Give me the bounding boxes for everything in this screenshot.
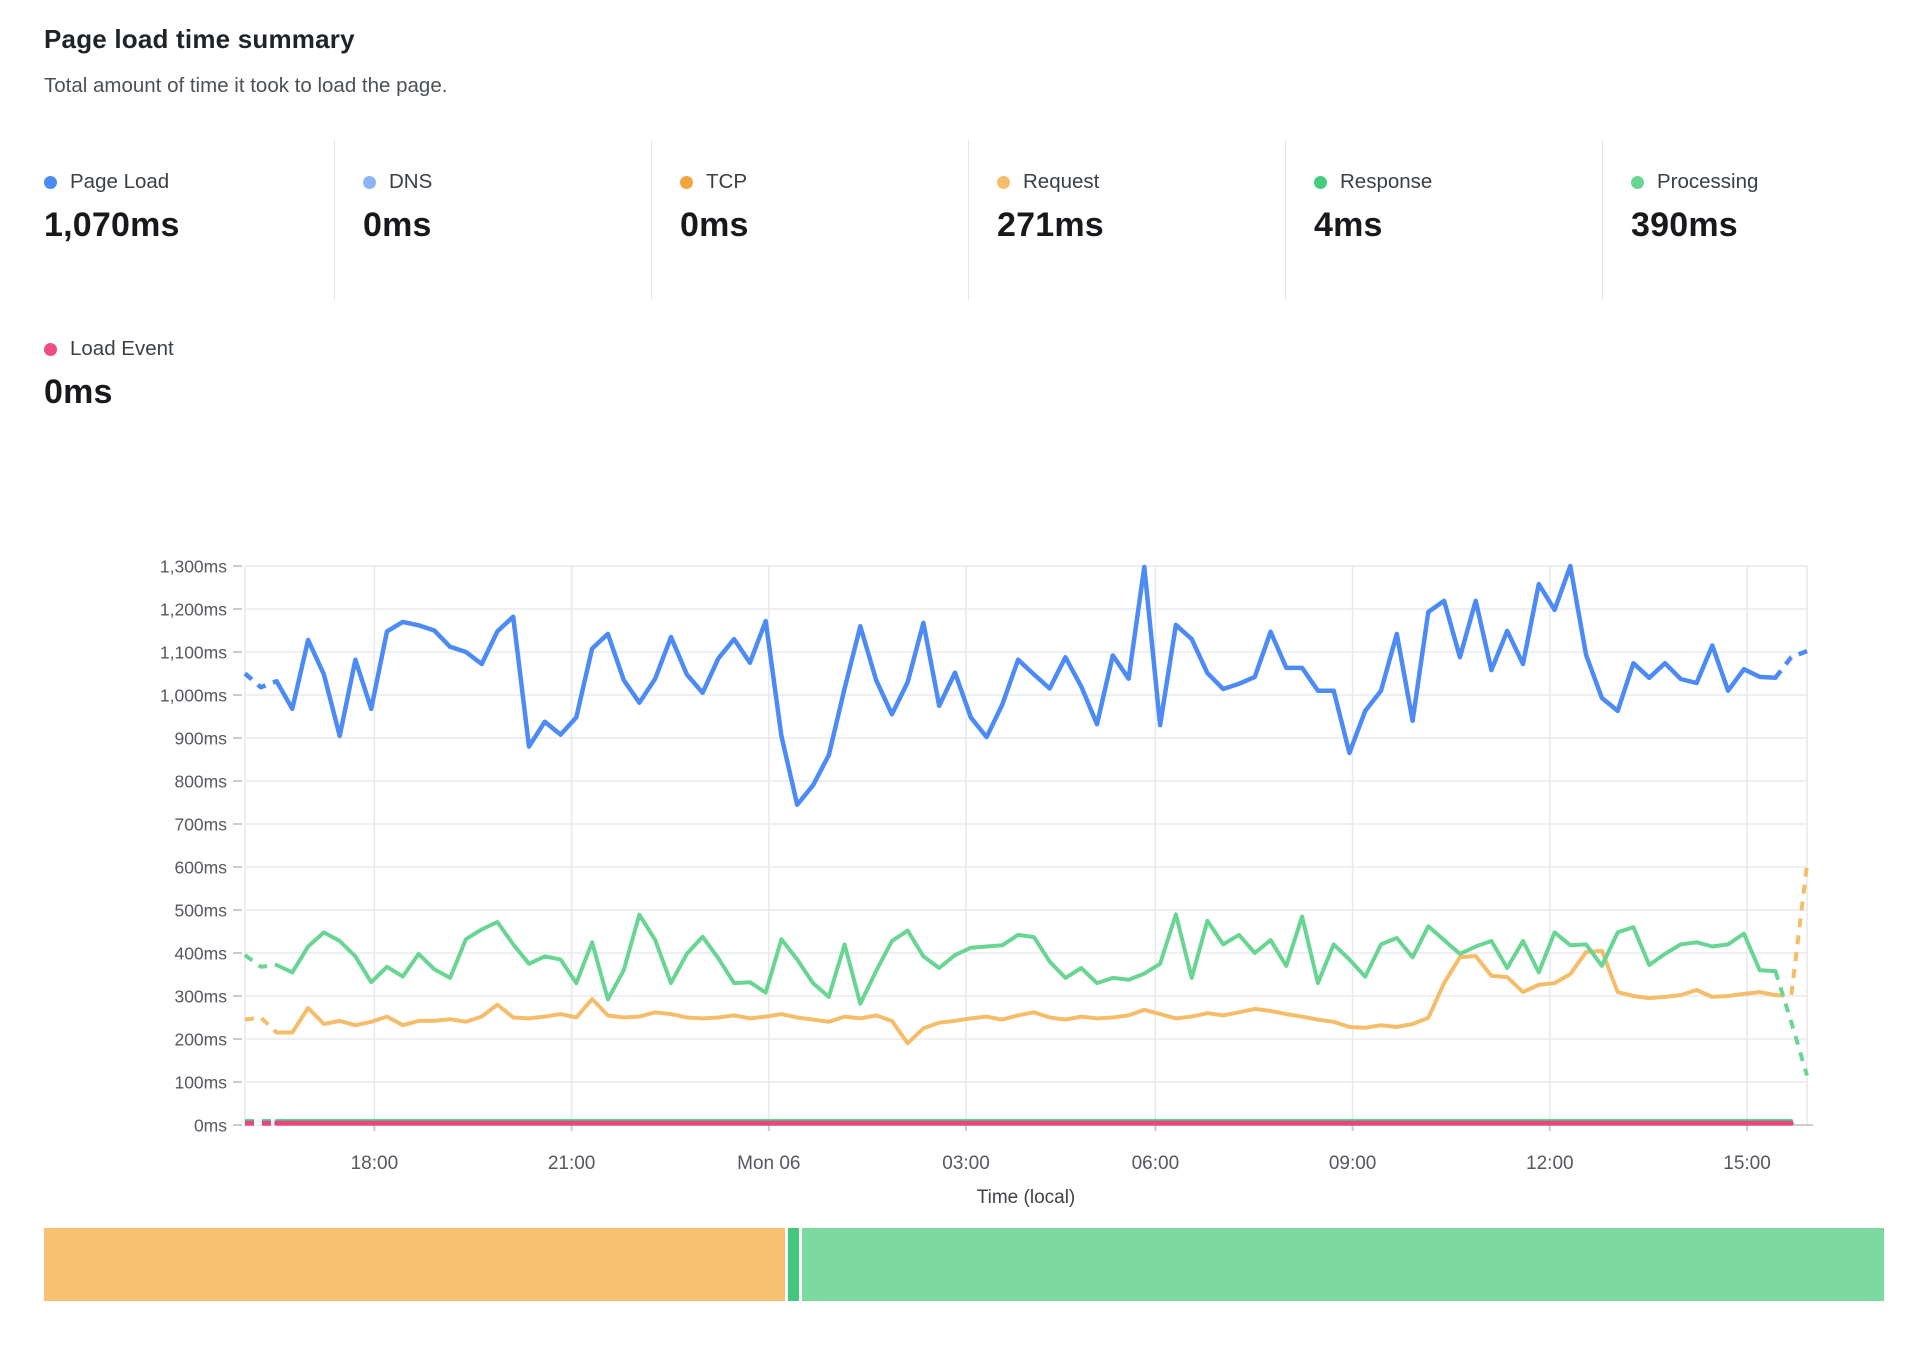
stat-label: Load Event (70, 337, 174, 360)
y-tick-label: 300ms (174, 987, 227, 1007)
load-event-dot-icon (44, 342, 57, 356)
y-tick-label: 1,000ms (160, 686, 227, 706)
y-tick-label: 100ms (174, 1073, 227, 1093)
stat-tcp[interactable]: TCP 0ms (651, 140, 968, 300)
legend-stats-row: Page Load 1,070ms DNS 0ms TCP 0ms Reques… (44, 140, 1910, 300)
stat-processing[interactable]: Processing 390ms (1602, 140, 1910, 300)
x-tick-label: 18:00 (351, 1153, 399, 1174)
stat-label: TCP (706, 170, 747, 193)
x-tick-label: 15:00 (1723, 1153, 1771, 1174)
series-processing-dashed (1773, 970, 1809, 1077)
response-dot-icon (1314, 175, 1327, 189)
x-tick-label: 09:00 (1329, 1153, 1377, 1174)
stat-request[interactable]: Request 271ms (968, 140, 1285, 300)
stat-value: 390ms (1631, 206, 1738, 244)
series-processing-dashed (243, 953, 277, 969)
x-tick-label: 03:00 (942, 1153, 990, 1174)
y-tick-label: 900ms (174, 729, 227, 749)
y-tick-label: 0ms (194, 1116, 227, 1136)
bar-segment-request[interactable] (44, 1228, 785, 1301)
y-tick-label: 500ms (174, 901, 227, 921)
stat-label: Response (1340, 170, 1433, 193)
request-dot-icon (997, 175, 1010, 189)
x-axis-title: Time (local) (977, 1187, 1076, 1208)
y-tick-label: 700ms (174, 815, 227, 835)
dns-dot-icon (363, 175, 376, 189)
stat-value: 271ms (997, 206, 1104, 244)
bar-segment-processing[interactable] (801, 1228, 1884, 1301)
x-tick-label: 12:00 (1526, 1153, 1574, 1174)
stat-load-event[interactable]: Load Event 0ms (44, 337, 174, 412)
y-tick-label: 400ms (174, 944, 227, 964)
chart-axis-labels: 0ms 100ms 200ms 300ms 400ms 500ms 600ms 700ms 80… (160, 557, 1771, 1175)
series-page-load-dashed (243, 671, 278, 690)
page-load-dot-icon (44, 175, 57, 189)
y-tick-label: 800ms (174, 772, 227, 792)
x-tick-label: 21:00 (548, 1153, 596, 1174)
bar-segment-response[interactable] (787, 1228, 799, 1301)
stat-label: Processing (1657, 170, 1759, 193)
x-tick-label: 06:00 (1132, 1153, 1180, 1174)
processing-dot-icon (1631, 175, 1644, 189)
series-processing (274, 912, 1778, 1006)
page-subtitle: Total amount of time it took to load the… (44, 74, 448, 97)
y-tick-label: 600ms (174, 858, 227, 878)
x-tick-label: Mon 06 (737, 1153, 800, 1174)
series-page-load (274, 563, 1778, 807)
tcp-dot-icon (680, 175, 693, 189)
chart-series (243, 563, 1809, 1126)
stat-dns[interactable]: DNS 0ms (334, 140, 651, 300)
stat-label: DNS (389, 170, 433, 193)
series-request (274, 948, 1778, 1046)
stat-label: Request (1023, 170, 1100, 193)
y-tick-label: 1,200ms (160, 600, 227, 620)
chart-grid (233, 565, 1813, 1131)
stat-value: 4ms (1314, 206, 1383, 244)
y-tick-label: 200ms (174, 1030, 227, 1050)
stat-value: 0ms (44, 373, 113, 411)
timing-proportion-bar (44, 1228, 1884, 1301)
stat-value: 0ms (680, 206, 749, 244)
stat-page-load[interactable]: Page Load 1,070ms (44, 140, 334, 300)
page-title: Page load time summary (44, 24, 355, 54)
stat-value: 1,070ms (44, 206, 180, 244)
stat-value: 0ms (363, 206, 432, 244)
stat-label: Page Load (70, 170, 170, 193)
y-tick-label: 1,300ms (160, 557, 227, 577)
series-request-dashed (244, 1015, 278, 1034)
series-page-load-dashed (1773, 649, 1808, 680)
series-request-dashed (1775, 864, 1809, 998)
stat-response[interactable]: Response 4ms (1285, 140, 1602, 300)
y-tick-label: 1,100ms (160, 643, 227, 663)
